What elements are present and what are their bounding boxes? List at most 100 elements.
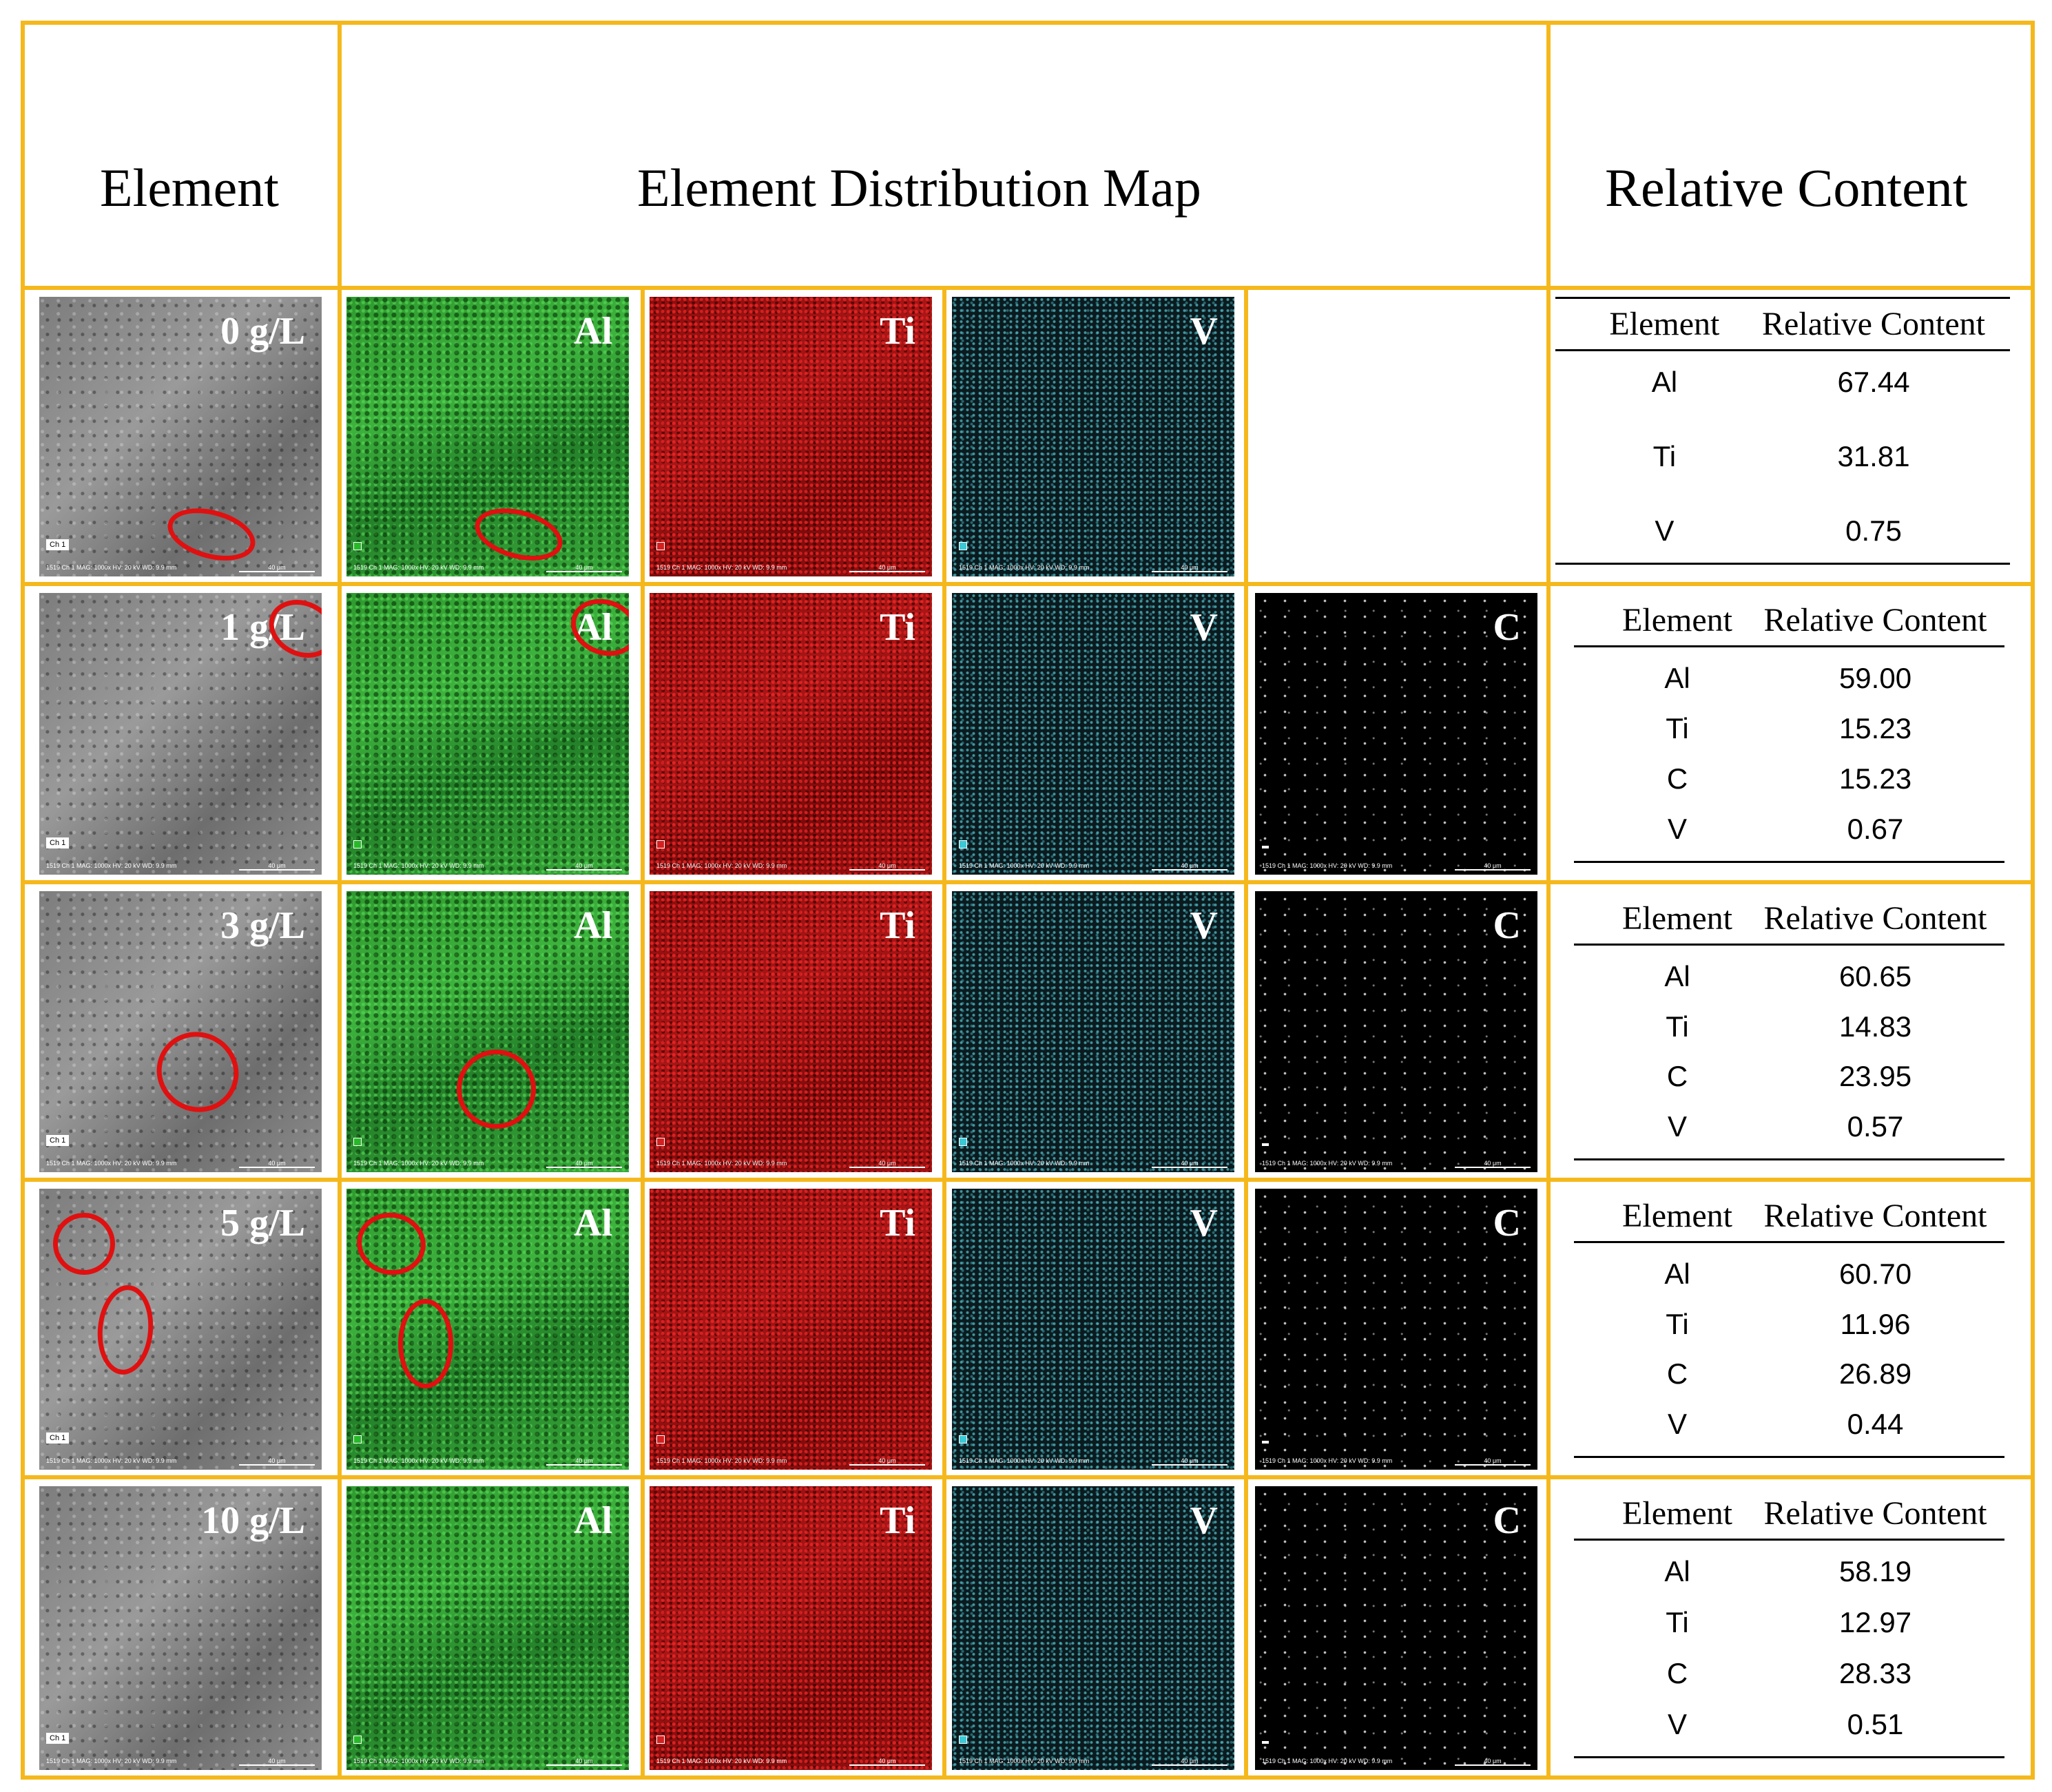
table-cell-element: V [1667, 1408, 1688, 1440]
table-cell-element: V [1667, 1110, 1688, 1143]
table-cell-element: V [1667, 813, 1688, 845]
sample-concentration-label: 3 g/L [220, 904, 305, 947]
micrograph-meta: 1519 Ch 1 MAG: 1000x HV: 20 kV WD: 9.9 m… [353, 1457, 484, 1464]
table-cell-value: 31.81 [1837, 440, 1910, 472]
frame-line [21, 880, 2035, 884]
micrograph-meta: 1519 Ch 1 MAG: 1000x HV: 20 kV WD: 9.9 m… [656, 1758, 787, 1764]
channel-tag [353, 1138, 362, 1146]
annotation-ellipse [563, 593, 629, 665]
eds-map-ti: Ti 1519 Ch 1 MAG: 1000x HV: 20 kV WD: 9.9… [650, 1486, 932, 1770]
sem-micrograph: 10 g/L Ch 1 1519 Ch 1 MAG: 1000x HV: 20 kV… [39, 1486, 322, 1770]
micrograph-info-bar: 1519 Ch 1 MAG: 1000x HV: 20 kV WD: 9.9 m… [1262, 1160, 1531, 1168]
channel-tag [656, 542, 665, 550]
scale-bar: 40 μm [849, 862, 925, 871]
frame-line [338, 21, 342, 1780]
micrograph-info-bar: 1519 Ch 1 MAG: 1000x HV: 20 kV WD: 9.9 m… [959, 564, 1227, 572]
table-header-relative-content: Relative Content [1763, 1495, 1987, 1532]
relative-content-table: Element Relative Content Al 58.19 Ti 12.97 C 28… [1574, 1486, 2004, 1770]
scale-bar: 40 μm [1455, 1160, 1531, 1168]
relative-content-table: Element Relative Content Al 59.00 Ti 15.23 C 15… [1574, 593, 2004, 875]
element-map-label: Al [574, 606, 612, 649]
table-cell-value: 0.57 [1847, 1110, 1904, 1143]
table-bottom-rule [1574, 861, 2004, 863]
channel-tag [959, 1435, 967, 1444]
micrograph-info-bar: 1519 Ch 1 MAG: 1000x HV: 20 kV WD: 9.9 m… [46, 1457, 315, 1466]
eds-map-ti: Ti 1519 Ch 1 MAG: 1000x HV: 20 kV WD: 9.9… [650, 593, 932, 875]
frame-line [21, 21, 25, 1780]
micrograph-meta: 1519 Ch 1 MAG: 1000x HV: 20 kV WD: 9.9 m… [656, 1457, 787, 1464]
micrograph-meta: 1519 Ch 1 MAG: 1000x HV: 20 kV WD: 9.9 m… [1262, 862, 1393, 869]
micrograph-meta: 1519 Ch 1 MAG: 1000x HV: 20 kV WD: 9.9 m… [353, 1160, 484, 1167]
header-element: Element [100, 158, 279, 218]
table-bottom-rule [1555, 297, 2010, 299]
scale-bar: 40 μm [546, 862, 622, 871]
annotation-ellipse [162, 499, 261, 570]
eds-map-c: C 1519 Ch 1 MAG: 1000x HV: 20 kV WD: 9.9 … [1255, 1486, 1537, 1770]
micrograph-info-bar: 1519 Ch 1 MAG: 1000x HV: 20 kV WD: 9.9 m… [353, 1457, 622, 1466]
eds-map-al: Al 1519 Ch 1 MAG: 1000x HV: 20 kV WD: 9.9… [346, 891, 629, 1172]
sem-micrograph: 1 g/L Ch 1 1519 Ch 1 MAG: 1000x HV: 20 kV … [39, 593, 322, 875]
micrograph-meta: 1519 Ch 1 MAG: 1000x HV: 20 kV WD: 9.9 m… [959, 862, 1090, 869]
frame-line [21, 1775, 2035, 1780]
micrograph-meta: 1519 Ch 1 MAG: 1000x HV: 20 kV WD: 9.9 m… [959, 1457, 1090, 1464]
table-cell-value: 60.70 [1838, 1258, 1912, 1290]
micrograph-meta: 1519 Ch 1 MAG: 1000x HV: 20 kV WD: 9.9 m… [1262, 1160, 1393, 1167]
scale-bar: 40 μm [849, 564, 925, 572]
channel-tag: Ch 1 [46, 1135, 70, 1146]
frame-line [21, 582, 2035, 586]
element-map-label: C [1493, 904, 1521, 947]
table-cell-value: 28.33 [1838, 1657, 1912, 1689]
table-cell-element: Ti [1666, 1307, 1689, 1340]
channel-tag [959, 1138, 967, 1146]
micrograph-info-bar: 1519 Ch 1 MAG: 1000x HV: 20 kV WD: 9.9 m… [656, 564, 925, 572]
micrograph-meta: 1519 Ch 1 MAG: 1000x HV: 20 kV WD: 9.9 m… [46, 1457, 177, 1464]
table-cell-value: 0.67 [1847, 813, 1904, 845]
channel-tag: Ch 1 [46, 539, 70, 550]
micrograph-info-bar: 1519 Ch 1 MAG: 1000x HV: 20 kV WD: 9.9 m… [1262, 1457, 1531, 1466]
micrograph-info-bar: 1519 Ch 1 MAG: 1000x HV: 20 kV WD: 9.9 m… [656, 862, 925, 871]
channel-tag [353, 542, 362, 550]
table-cell-element: Al [1664, 1258, 1690, 1290]
table-cell-element: C [1666, 1657, 1688, 1689]
table-cell-element: Al [1664, 662, 1690, 694]
table-cell-element: V [1655, 514, 1675, 547]
scale-bar: 40 μm [546, 1160, 622, 1168]
micrograph-info-bar: 1519 Ch 1 MAG: 1000x HV: 20 kV WD: 9.9 m… [353, 862, 622, 871]
eds-map-v: V 1519 Ch 1 MAG: 1000x HV: 20 kV WD: 9.9 … [952, 1189, 1234, 1470]
frame-line [1244, 286, 1248, 1780]
micrograph-info-bar: 1519 Ch 1 MAG: 1000x HV: 20 kV WD: 9.9 m… [656, 1457, 925, 1466]
micrograph-info-bar: 1519 Ch 1 MAG: 1000x HV: 20 kV WD: 9.9 m… [959, 1758, 1227, 1766]
eds-map-c: C 1519 Ch 1 MAG: 1000x HV: 20 kV WD: 9.9 … [1255, 593, 1537, 875]
micrograph-meta: 1519 Ch 1 MAG: 1000x HV: 20 kV WD: 9.9 m… [959, 564, 1090, 571]
scale-bar: 40 μm [546, 564, 622, 572]
scale-bar: 40 μm [1152, 564, 1227, 572]
eds-map-al: Al 1519 Ch 1 MAG: 1000x HV: 20 kV WD: 9.9… [346, 297, 629, 576]
scale-bar: 40 μm [849, 1457, 925, 1466]
channel-tag [959, 1736, 967, 1744]
table-cell-element: Al [1651, 366, 1678, 398]
table-bottom-rule [1574, 1756, 2004, 1758]
scale-bar: 40 μm [546, 1758, 622, 1766]
eds-map-ti: Ti 1519 Ch 1 MAG: 1000x HV: 20 kV WD: 9.9… [650, 891, 932, 1172]
scale-bar: 40 μm [1152, 862, 1227, 871]
frame-line [21, 21, 2035, 25]
element-map-label: Al [574, 1202, 612, 1244]
micrograph-info-bar: 1519 Ch 1 MAG: 1000x HV: 20 kV WD: 9.9 m… [46, 1758, 315, 1766]
table-bottom-rule [1574, 1158, 2004, 1160]
table-header-rule [1574, 1241, 2004, 1243]
micrograph-meta: 1519 Ch 1 MAG: 1000x HV: 20 kV WD: 9.9 m… [1262, 1457, 1393, 1464]
element-map-label: Ti [880, 1202, 915, 1244]
micrograph-meta: 1519 Ch 1 MAG: 1000x HV: 20 kV WD: 9.9 m… [656, 1160, 787, 1167]
channel-tag [1262, 1143, 1269, 1146]
micrograph-info-bar: 1519 Ch 1 MAG: 1000x HV: 20 kV WD: 9.9 m… [959, 862, 1227, 871]
eds-map-al: Al 1519 Ch 1 MAG: 1000x HV: 20 kV WD: 9.9… [346, 593, 629, 875]
header-distribution-map: Element Distribution Map [637, 158, 1201, 218]
sample-concentration-label: 0 g/L [220, 310, 305, 353]
frame-line [2031, 21, 2035, 1780]
element-map-label: V [1190, 606, 1218, 649]
micrograph-meta: 1519 Ch 1 MAG: 1000x HV: 20 kV WD: 9.9 m… [656, 862, 787, 869]
micrograph-meta: 1519 Ch 1 MAG: 1000x HV: 20 kV WD: 9.9 m… [46, 1160, 177, 1167]
table-bottom-rule [1555, 563, 2010, 565]
annotation-ellipse [48, 1207, 121, 1280]
